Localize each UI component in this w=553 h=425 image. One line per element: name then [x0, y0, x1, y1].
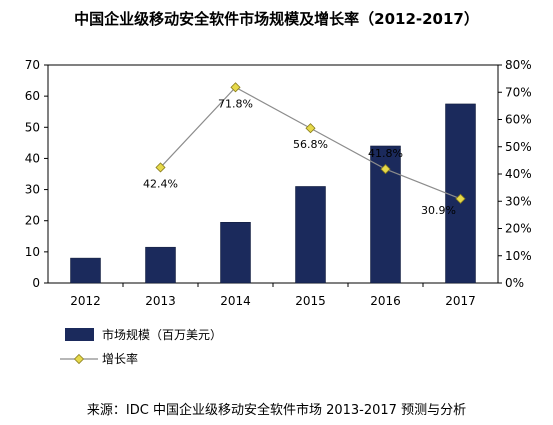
left-axis-tick-label: 50	[25, 120, 40, 134]
left-axis-tick-label: 20	[25, 214, 40, 228]
x-axis-tick-label: 2014	[220, 294, 251, 308]
growth-data-label: 56.8%	[293, 138, 328, 151]
legend-line-label: 增长率	[102, 351, 138, 366]
growth-marker	[230, 82, 241, 93]
legend-bar-swatch	[65, 328, 94, 341]
right-axis-tick-label: 40%	[505, 167, 532, 181]
growth-data-label: 30.9%	[421, 204, 456, 217]
bar	[220, 222, 251, 284]
bar	[445, 103, 476, 284]
source-note: 来源：IDC 中国企业级移动安全软件市场 2013-2017 预测与分析	[86, 403, 467, 418]
x-axis-tick-label: 2017	[445, 294, 476, 308]
legend-line-marker	[73, 353, 85, 365]
bar	[145, 246, 176, 284]
growth-data-label: 71.8%	[218, 97, 253, 110]
x-axis-tick-label: 2012	[70, 294, 101, 308]
right-axis-tick-label: 30%	[505, 194, 532, 208]
bar	[295, 186, 326, 284]
right-axis-tick-label: 60%	[505, 113, 532, 127]
right-axis-tick-label: 80%	[505, 58, 532, 72]
growth-marker	[380, 164, 391, 175]
right-axis-tick-label: 20%	[505, 222, 532, 236]
x-axis-tick-label: 2013	[145, 294, 176, 308]
left-axis-tick-label: 0	[32, 276, 40, 290]
plot-frame	[47, 64, 499, 284]
x-axis-tick-label: 2015	[295, 294, 326, 308]
right-axis-tick-label: 50%	[505, 140, 532, 154]
left-axis-tick-label: 70	[25, 58, 40, 72]
growth-marker	[305, 123, 316, 134]
left-axis-tick-label: 10	[25, 245, 40, 259]
right-axis-tick-label: 70%	[505, 85, 532, 99]
left-axis-tick-label: 40	[25, 151, 40, 165]
left-axis-tick-label: 60	[25, 89, 40, 103]
chart-title: 中国企业级移动安全软件市场规模及增长率（2012-2017）	[74, 10, 479, 28]
right-axis-tick-label: 0%	[505, 276, 524, 290]
growth-marker	[455, 193, 466, 204]
x-axis-tick-label: 2016	[370, 294, 401, 308]
right-axis-tick-label: 10%	[505, 249, 532, 263]
bar	[70, 257, 101, 284]
growth-data-label: 41.8%	[368, 147, 403, 160]
legend-bar-label: 市场规模（百万美元）	[102, 327, 222, 342]
growth-data-label: 42.4%	[143, 177, 178, 190]
left-axis-tick-label: 30	[25, 183, 40, 197]
growth-marker	[155, 162, 166, 173]
plot-area: 0 10 20 30 40 50 60 70 0% 10% 20% 30% 40% 50% 60% 70% 80…	[25, 58, 532, 366]
